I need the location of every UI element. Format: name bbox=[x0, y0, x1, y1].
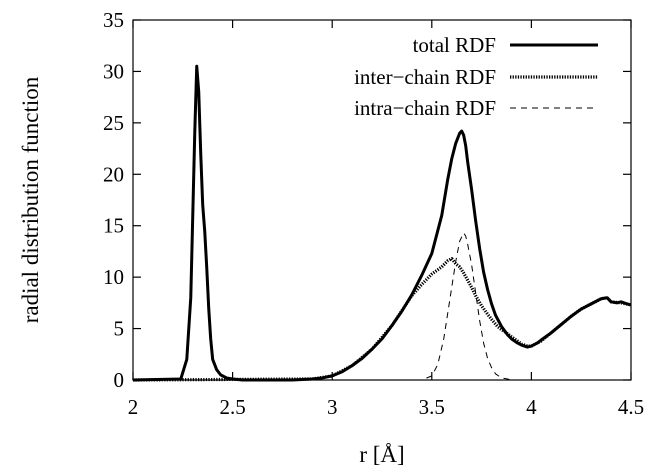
x-tick-label-0: 2 bbox=[128, 395, 139, 419]
x-tick-label-3: 3.5 bbox=[419, 395, 445, 419]
legend-label-2: intra−chain RDF bbox=[354, 96, 496, 120]
series-line-0 bbox=[132, 64, 632, 382]
y-axis-label: radial distribution function bbox=[18, 76, 43, 323]
x-tick-label-4: 4 bbox=[526, 395, 537, 419]
legend-label-1: inter−chain RDF bbox=[354, 65, 496, 89]
ticks-layer: 2 2.5 3 3.5 4 4.5 0 5 10 15 20 25 30 35 bbox=[103, 8, 644, 419]
y-tick-label-2: 10 bbox=[103, 265, 124, 289]
y-tick-label-3: 15 bbox=[103, 214, 124, 238]
legend: total RDF inter−chain RDF intra−chain RDF bbox=[354, 33, 598, 120]
y-tick-label-7: 35 bbox=[103, 8, 124, 32]
y-tick-label-1: 5 bbox=[114, 317, 125, 341]
y-tick-label-4: 20 bbox=[103, 162, 124, 186]
x-tick-label-2: 3 bbox=[327, 395, 338, 419]
x-tick-label-1: 2.5 bbox=[219, 395, 245, 419]
y-tick-label-6: 30 bbox=[103, 59, 124, 83]
y-tick-label-0: 0 bbox=[114, 368, 125, 392]
x-tick-label-5: 4.5 bbox=[618, 395, 644, 419]
y-tick-label-5: 25 bbox=[103, 111, 124, 135]
x-axis-label: r [Å] bbox=[359, 442, 404, 467]
legend-label-0: total RDF bbox=[413, 33, 496, 57]
plot-frame bbox=[132, 19, 632, 381]
